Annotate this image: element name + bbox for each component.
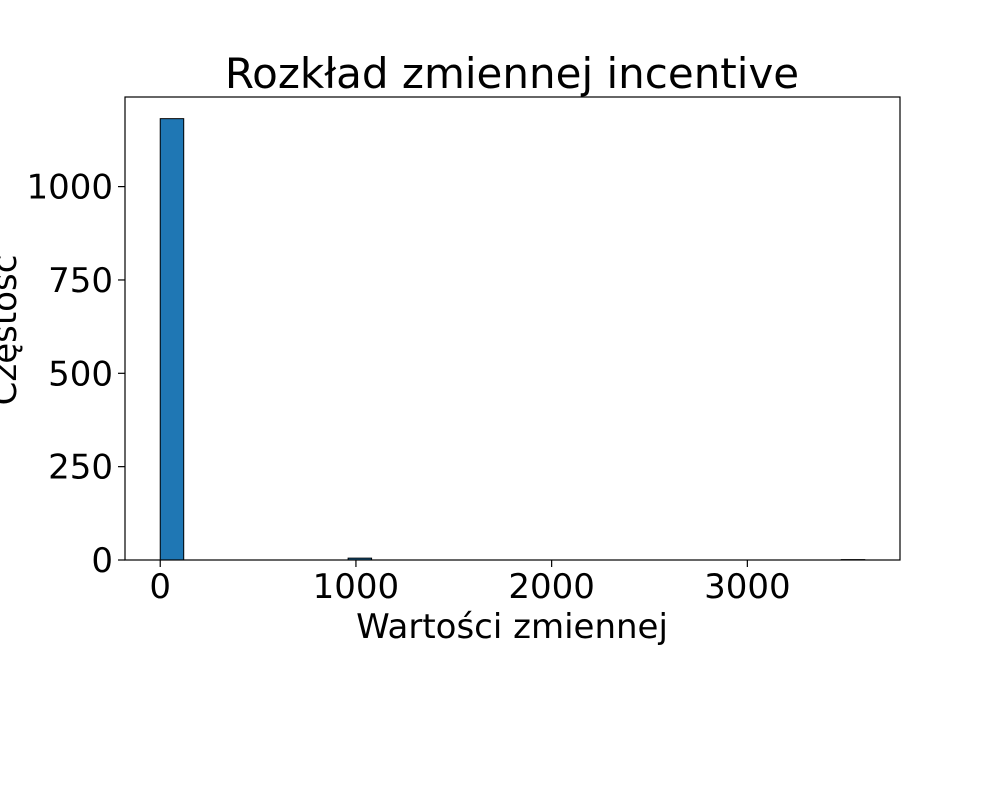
plot-frame [124,96,901,561]
y-axis-label: Częstość [0,255,25,406]
x-axis-ticks: 0 1000 2000 3000 [149,560,791,607]
y-tick-label: 500 [48,354,113,394]
y-tick-label: 0 [91,541,113,581]
chart-title: Rozkład zmiennej incentive [225,49,799,98]
y-tick-label: 750 [48,261,113,301]
y-tick-label: 250 [48,448,113,488]
y-tick-label: 1000 [26,168,113,208]
x-tick-label: 3000 [704,567,791,607]
x-axis-label: Wartości zmiennej [356,607,668,647]
histogram-bar [159,118,185,561]
x-tick-label: 0 [149,567,171,607]
y-axis-ticks: 0 250 500 750 1000 [26,168,125,581]
x-tick-label: 2000 [508,567,595,607]
x-tick-label: 1000 [313,567,400,607]
